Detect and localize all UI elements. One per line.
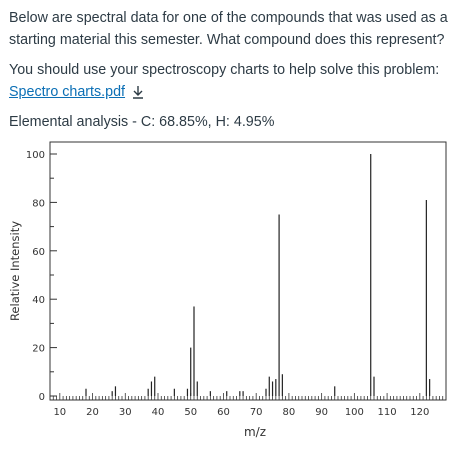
y-tick-label: 20 xyxy=(32,344,45,355)
x-axis: 10 20 30 40 50 60 70 80 90 100 110 120 xyxy=(52,393,444,418)
x-tick-label: 100 xyxy=(345,407,364,418)
mass-spectrum-chart: 0 20 40 60 80 100 10 20 30 40 50 60 70 80 90 100 110 120… xyxy=(8,141,447,439)
y-axis-label: Relative Intensity xyxy=(8,221,22,321)
x-tick-label: 20 xyxy=(86,407,99,418)
spectro-charts-link[interactable]: Spectro charts.pdf xyxy=(9,84,126,100)
y-tick-label: 60 xyxy=(32,247,45,258)
x-tick-label: 90 xyxy=(315,407,328,418)
peak-series xyxy=(85,154,431,396)
y-tick-label: 40 xyxy=(32,295,45,306)
x-tick-label: 10 xyxy=(53,407,66,418)
question-text: Below are spectral data for one of the c… xyxy=(9,10,448,48)
y-tick-label: 80 xyxy=(32,198,45,209)
x-tick-label: 50 xyxy=(184,407,197,418)
x-tick-label: 110 xyxy=(378,407,397,418)
y-tick-label: 100 xyxy=(26,150,45,161)
download-icon[interactable] xyxy=(131,84,145,106)
y-tick-label: 0 xyxy=(39,392,45,403)
instructions-prefix: You should use your spectroscopy charts … xyxy=(9,62,440,78)
y-axis: 0 20 40 60 80 100 xyxy=(26,150,57,403)
x-tick-label: 60 xyxy=(217,407,230,418)
instructions-text: You should use your spectroscopy charts … xyxy=(9,59,469,106)
plot-frame xyxy=(49,141,447,401)
elemental-analysis: Elemental analysis - C: 68.85%, H: 4.95% xyxy=(9,114,275,130)
x-tick-label: 70 xyxy=(250,407,263,418)
x-tick-label: 40 xyxy=(152,407,165,418)
x-axis-label: m/z xyxy=(244,425,266,439)
x-tick-label: 120 xyxy=(410,407,429,418)
x-tick-label: 30 xyxy=(119,407,132,418)
x-tick-label: 80 xyxy=(283,407,296,418)
